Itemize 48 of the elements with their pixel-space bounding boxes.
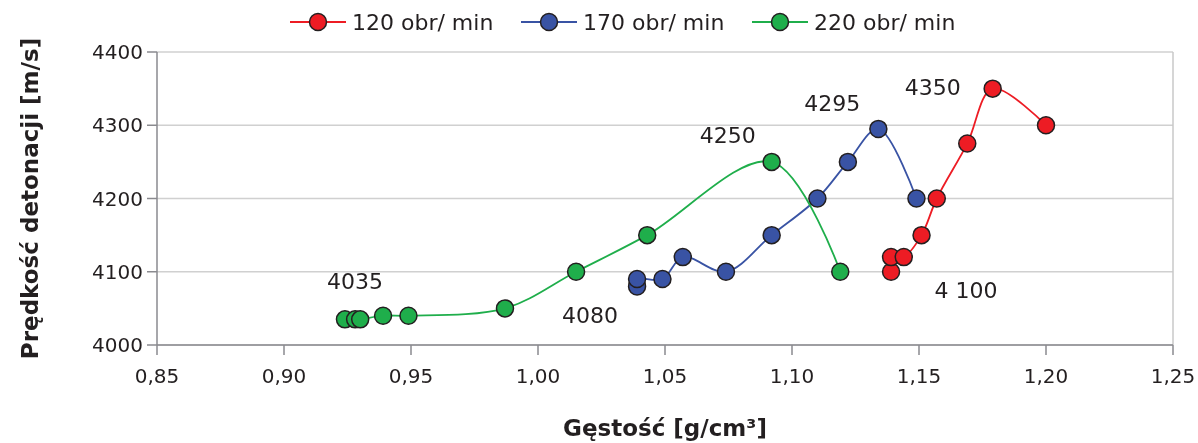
y-tick-label: 4000 [92,333,143,357]
point [907,189,926,208]
y-axis-title: Prędkość detonacji [m/s] [17,37,43,360]
point [1036,116,1056,135]
point [495,299,515,318]
y-tick-label: 4300 [92,113,143,138]
x-tick-label: 1,20 [1023,364,1069,388]
point [869,119,888,139]
point [958,134,977,153]
x-tick-label: 1,15 [896,364,942,388]
legend-label: 120 obr/ min [352,9,494,35]
annotation: 4295 [804,90,861,116]
y-tick-label: 4200 [92,186,143,211]
point [762,225,781,245]
x-tick-label: 1,00 [515,364,561,388]
point [838,152,858,172]
legend-label: 170 obr/ min [583,9,725,35]
annotation: 4035 [327,269,384,295]
x-tick-label: 0,95 [388,364,434,388]
point [566,262,586,281]
annotation: 4 100 [934,278,998,304]
x-tick-label: 0,85 [134,364,180,388]
point [627,269,647,289]
annotation: 4350 [904,75,961,101]
point [983,79,1002,98]
annotation: 4080 [562,303,619,329]
y-tick-label: 4100 [92,259,143,284]
x-axis-title: Gęstość [g/cm³] [563,415,767,441]
point [637,225,657,245]
point [762,152,781,172]
point [653,269,672,289]
x-tick-label: 1,10 [769,364,815,388]
point [831,262,850,281]
point [912,225,931,245]
point [808,189,827,208]
point [927,189,947,208]
x-tick-label: 1,25 [1150,364,1196,388]
legend-label: 220 obr/ min [814,9,956,35]
x-tick-label: 0,90 [261,364,307,388]
point [350,310,370,329]
point [894,247,914,267]
y-tick-label: 4400 [92,40,143,64]
point [673,247,693,267]
x-tick-label: 1,05 [642,364,688,388]
point [716,262,736,281]
point [399,306,418,325]
annotation: 4250 [699,122,756,148]
point [373,306,393,325]
